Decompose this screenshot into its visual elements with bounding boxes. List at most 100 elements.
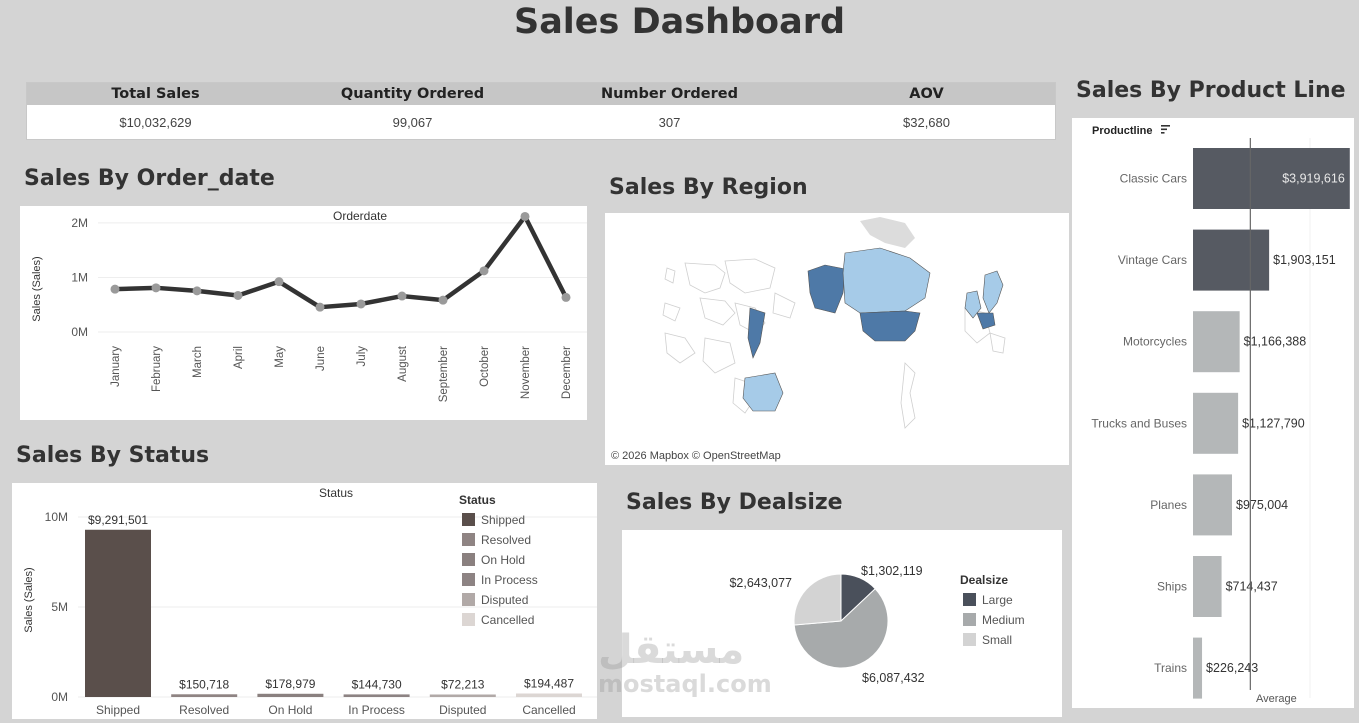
kpi-header-aov: AOV <box>909 86 944 102</box>
product-bar-data-label: $975,004 <box>1236 498 1288 512</box>
line-data-point[interactable] <box>561 292 571 302</box>
status-legend-swatch[interactable] <box>462 573 475 586</box>
kpi-value-aov: $32,680 <box>903 115 950 130</box>
kpi-header-total-sales: Total Sales <box>111 86 200 102</box>
status-bar[interactable] <box>85 529 151 697</box>
product-bar-data-label: $714,437 <box>1226 580 1278 594</box>
line-data-point[interactable] <box>151 283 161 293</box>
line-x-tick-label: February <box>151 346 163 392</box>
kpi-header-quantity-ordered: Quantity Ordered <box>340 86 485 102</box>
usa-region[interactable] <box>859 310 921 342</box>
status-bar-data-label: $178,979 <box>265 677 315 691</box>
line-x-tick-label: October <box>479 346 491 387</box>
product-line-section-title: Sales By Product Line <box>1076 78 1346 103</box>
status-bar-data-label: $194,487 <box>524 676 574 690</box>
pie-slice[interactable] <box>793 588 889 669</box>
status-bar-data-label: $9,291,501 <box>88 513 148 527</box>
status-bar-data-label: $72,213 <box>441 678 485 692</box>
status-legend-item[interactable]: Disputed <box>481 593 528 607</box>
product-bar[interactable] <box>1193 311 1240 373</box>
australia-region[interactable] <box>742 372 784 412</box>
product-bar[interactable] <box>1193 637 1203 699</box>
line-data-point[interactable] <box>315 302 325 312</box>
status-legend-swatch[interactable] <box>462 593 475 606</box>
order-date-line-chart: Orderdate Sales (Sales) 0M 1M 2M January Fe… <box>31 209 587 402</box>
order-date-section-title: Sales By Order_date <box>24 166 275 191</box>
status-x-tick-label: Disputed <box>439 703 486 717</box>
watermark-arabic: مستقل <box>598 627 745 673</box>
line-x-tick-label: December <box>561 346 573 399</box>
dealsize-legend-swatch[interactable] <box>963 633 976 646</box>
status-legend-item[interactable]: On Hold <box>481 553 525 567</box>
kpi-value-quantity-ordered: 99,067 <box>392 115 433 130</box>
product-category-label: Vintage Cars <box>1118 253 1187 267</box>
dealsize-pie-chart: $1,302,119 $6,087,432 $2,643,077 Dealsize L… <box>729 564 1025 685</box>
status-x-tick-label: In Process <box>348 703 405 717</box>
line-data-point[interactable] <box>520 211 530 221</box>
map-attribution: © 2026 Mapbox © OpenStreetMap <box>611 450 781 462</box>
product-bar-data-label: $1,903,151 <box>1273 253 1336 267</box>
status-legend-item[interactable]: Shipped <box>481 513 525 527</box>
product-bar-data-label: $1,166,388 <box>1244 335 1307 349</box>
line-y-tick-label: 0M <box>71 325 88 339</box>
product-bar[interactable] <box>1193 148 1350 209</box>
region-map-panel[interactable]: © 2026 Mapbox © OpenStreetMap <box>605 213 1069 465</box>
status-legend-swatch[interactable] <box>462 513 475 526</box>
product-category-label: Trains <box>1154 661 1187 675</box>
dealsize-legend-item[interactable]: Medium <box>982 613 1025 627</box>
product-bar[interactable] <box>1193 474 1233 536</box>
status-legend-swatch[interactable] <box>462 553 475 566</box>
dealsize-legend-item[interactable]: Large <box>982 593 1013 607</box>
status-legend-swatch[interactable] <box>462 613 475 626</box>
line-x-tick-label: July <box>356 346 368 367</box>
europe-north-region[interactable] <box>964 270 1004 319</box>
line-x-tick-label: April <box>233 346 245 369</box>
europe-west-region[interactable] <box>976 312 996 330</box>
product-bar[interactable] <box>1193 229 1270 291</box>
canada-region[interactable] <box>842 247 931 314</box>
dealsize-legend-swatch[interactable] <box>963 613 976 626</box>
average-reference-label: Average <box>1256 693 1297 705</box>
dealsize-legend-item[interactable]: Small <box>982 633 1012 647</box>
status-bar-data-label: $144,730 <box>352 677 402 691</box>
product-bar[interactable] <box>1193 556 1222 617</box>
dealsize-legend-title: Dealsize <box>960 573 1008 587</box>
status-section-title: Sales By Status <box>16 443 210 468</box>
status-x-tick-label: On Hold <box>268 703 312 717</box>
pie-slice[interactable] <box>793 573 842 626</box>
line-data-point[interactable] <box>274 277 284 287</box>
dealsize-legend-swatch[interactable] <box>963 593 976 606</box>
japan-region[interactable] <box>747 307 766 359</box>
sort-icon[interactable] <box>1161 125 1170 134</box>
line-chart-y-axis-label: Sales (Sales) <box>31 256 43 321</box>
product-bar-data-label: $226,243 <box>1206 661 1258 675</box>
line-data-point[interactable] <box>479 266 489 276</box>
line-data-point[interactable] <box>233 290 243 300</box>
status-legend-item[interactable]: In Process <box>481 573 538 587</box>
productline-header[interactable]: Productline <box>1092 125 1153 137</box>
status-legend-item[interactable]: Resolved <box>481 533 531 547</box>
canada-arctic-shape <box>860 217 915 248</box>
line-data-point[interactable] <box>397 291 407 301</box>
status-bar[interactable] <box>429 694 496 698</box>
region-map[interactable]: © 2026 Mapbox © OpenStreetMap <box>605 213 1069 465</box>
status-legend-swatch[interactable] <box>462 533 475 546</box>
status-bar[interactable] <box>171 694 238 697</box>
line-data-point[interactable] <box>192 286 202 296</box>
alaska-region[interactable] <box>807 264 846 314</box>
status-chart-panel: Status Sales (Sales) 0M 5M 10M $9,291,501 $… <box>12 483 597 719</box>
status-legend-item[interactable]: Cancelled <box>481 613 534 627</box>
kpi-header-row: Total Sales Quantity Ordered Number Orde… <box>27 83 1055 105</box>
line-data-point[interactable] <box>356 299 366 309</box>
product-line-chart-panel: Productline Classic Cars Vintage Cars Moto… <box>1072 118 1354 708</box>
line-data-point[interactable] <box>438 295 448 305</box>
status-bar[interactable] <box>257 693 324 697</box>
status-y-tick-label: 5M <box>51 600 68 614</box>
kpi-value-row: $10,032,629 99,067 307 $32,680 <box>27 105 1055 140</box>
product-bar[interactable] <box>1193 392 1239 454</box>
kpi-value-total-sales: $10,032,629 <box>119 115 192 130</box>
status-bar[interactable] <box>516 693 582 697</box>
line-data-point[interactable] <box>110 284 120 294</box>
status-bar[interactable] <box>343 694 410 697</box>
product-line-bar-chart: Productline Classic Cars Vintage Cars Moto… <box>1091 125 1350 705</box>
